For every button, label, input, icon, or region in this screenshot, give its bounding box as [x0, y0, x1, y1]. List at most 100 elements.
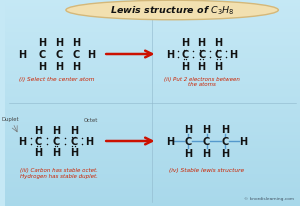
Bar	[5, 59, 300, 60]
Bar	[5, 149, 300, 150]
Bar	[5, 102, 300, 103]
Bar	[5, 88, 300, 89]
Bar	[5, 197, 300, 198]
Bar	[5, 3, 300, 4]
Text: H: H	[87, 50, 96, 60]
Text: H: H	[70, 147, 78, 157]
Text: H: H	[166, 50, 174, 60]
Bar	[5, 171, 300, 172]
Bar	[5, 39, 300, 40]
Bar	[5, 21, 300, 22]
Bar	[5, 173, 300, 174]
Bar	[5, 14, 300, 15]
Bar	[5, 19, 300, 20]
Bar	[5, 71, 300, 72]
Bar	[5, 81, 300, 82]
Bar	[5, 202, 300, 203]
Bar	[5, 163, 300, 164]
Bar	[5, 99, 300, 101]
Bar	[5, 104, 300, 105]
Bar	[5, 54, 300, 55]
Bar	[5, 45, 300, 46]
Bar	[5, 18, 300, 19]
Bar	[5, 136, 300, 137]
Bar	[5, 78, 300, 79]
Bar	[5, 141, 300, 142]
Bar	[5, 125, 300, 126]
Bar	[5, 167, 300, 168]
Bar	[5, 75, 300, 76]
Bar	[5, 124, 300, 125]
Bar	[5, 172, 300, 173]
Bar	[5, 27, 300, 28]
Bar	[5, 60, 300, 61]
Bar	[5, 143, 300, 144]
Bar	[5, 115, 300, 116]
Text: C: C	[56, 50, 63, 60]
Bar	[5, 67, 300, 68]
Bar	[5, 191, 300, 192]
Bar	[5, 170, 300, 171]
Bar	[5, 13, 300, 14]
Text: H: H	[34, 147, 42, 157]
Bar	[5, 130, 300, 131]
Bar	[5, 117, 300, 118]
Bar	[5, 194, 300, 195]
Bar	[5, 44, 300, 45]
Text: C: C	[35, 136, 42, 146]
Bar	[5, 118, 300, 119]
Text: C: C	[215, 50, 222, 60]
Bar	[5, 129, 300, 130]
Bar	[5, 165, 300, 166]
Bar	[5, 91, 300, 92]
Text: C: C	[222, 136, 229, 146]
Bar	[5, 123, 300, 124]
Bar	[5, 25, 300, 26]
Bar	[5, 111, 300, 112]
Bar	[5, 20, 300, 21]
Bar	[5, 178, 300, 179]
Bar	[5, 179, 300, 180]
Bar	[5, 187, 300, 188]
Text: H: H	[198, 38, 206, 48]
Bar	[5, 34, 300, 35]
Bar	[5, 32, 300, 33]
Text: H: H	[55, 38, 63, 48]
Bar	[5, 132, 300, 133]
Bar	[5, 33, 300, 34]
Bar	[5, 156, 300, 157]
Bar	[5, 154, 300, 155]
Bar	[5, 36, 300, 37]
Bar	[5, 139, 300, 140]
Bar	[5, 56, 300, 57]
Bar	[5, 138, 300, 139]
Bar	[5, 80, 300, 81]
Bar	[5, 76, 300, 77]
Bar	[5, 9, 300, 10]
Bar	[5, 103, 300, 104]
Bar	[5, 53, 300, 54]
Bar	[5, 98, 300, 99]
Text: Hydrogen has stable duplet.: Hydrogen has stable duplet.	[20, 174, 98, 179]
Bar	[5, 150, 300, 151]
Bar	[5, 2, 300, 3]
Bar	[5, 184, 300, 185]
Bar	[5, 166, 300, 167]
Bar	[5, 159, 300, 160]
Bar	[5, 157, 300, 158]
Bar	[5, 205, 300, 206]
Text: H: H	[202, 124, 211, 134]
Bar	[5, 140, 300, 141]
Bar	[5, 23, 300, 24]
Text: H: H	[19, 50, 27, 60]
Text: H: H	[181, 62, 189, 72]
Bar	[5, 122, 300, 123]
Bar	[5, 82, 300, 83]
Bar	[5, 87, 300, 88]
Bar	[5, 85, 300, 87]
Bar	[5, 188, 300, 189]
Text: C: C	[70, 136, 77, 146]
Bar	[5, 126, 300, 127]
Bar	[5, 89, 300, 90]
Bar	[5, 182, 300, 183]
